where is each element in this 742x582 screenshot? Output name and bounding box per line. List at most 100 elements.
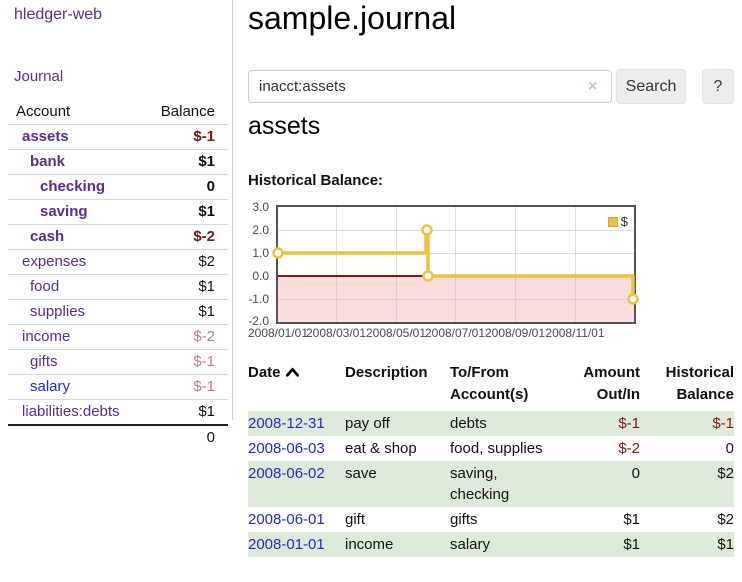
transaction-date-link[interactable]: 2008-12-31 (248, 415, 325, 432)
account-balance: $-1 (145, 349, 228, 375)
transaction-balance: $2 (717, 465, 734, 482)
accounts-table: Account Balance assets $-1 bank $1 check… (8, 100, 228, 450)
account-row: assets $-1 (8, 124, 228, 150)
account-row: checking 0 (8, 174, 228, 200)
account-balance: $1 (145, 399, 228, 426)
account-link-bank[interactable]: bank (30, 153, 66, 170)
register-table: Date Description To/From Account(s) Amou… (248, 360, 734, 557)
balance-line-series (272, 224, 639, 305)
transaction-amount: $1 (623, 511, 640, 528)
account-balance: $2 (145, 249, 228, 275)
transaction-balance: $2 (717, 511, 734, 528)
account-row: salary $-1 (8, 374, 228, 400)
column-header-amount: Amount Out/In (583, 364, 640, 403)
accounts-total-row: 0 (8, 425, 228, 450)
account-link-salary[interactable]: salary (30, 378, 71, 395)
transaction-balance: $-1 (712, 415, 734, 432)
register-row: 2008-12-31 pay off debts $-1 $-1 (248, 411, 734, 436)
account-link-supplies[interactable]: supplies (30, 303, 86, 320)
transaction-date-link[interactable]: 2008-01-01 (248, 536, 325, 553)
transaction-accounts: saving, checking (450, 465, 510, 503)
accounts-header-row: Account Balance (8, 100, 228, 125)
historical-balance-chart: $ (272, 205, 639, 324)
x-tick-label: 2008/05/01 (365, 326, 427, 340)
transaction-date-link[interactable]: 2008-06-02 (248, 465, 325, 482)
account-link-cash[interactable]: cash (30, 228, 65, 245)
account-row: liabilities:debts $1 (8, 399, 228, 426)
transaction-balance: $1 (717, 536, 734, 553)
transaction-balance: 0 (725, 440, 734, 457)
page-title: sample.journal (248, 0, 457, 36)
account-row: gifts $-1 (8, 349, 228, 375)
register-row: 2008-06-01 gift gifts $1 $2 (248, 507, 734, 532)
gridline (278, 299, 634, 300)
x-tick-label: 2008/01/01 (247, 326, 309, 340)
account-link-expenses[interactable]: expenses (22, 253, 87, 270)
transaction-accounts: salary (450, 536, 491, 553)
accounts-header-balance: Balance (160, 103, 215, 120)
account-balance: $1 (145, 199, 228, 225)
chart-legend: $ (607, 214, 628, 229)
transaction-date-link[interactable]: 2008-06-01 (248, 511, 325, 528)
accounts-header-account: Account (16, 103, 71, 120)
account-link-assets[interactable]: assets (22, 128, 69, 145)
y-tick-label: 2.0 (252, 223, 269, 237)
account-row: income $-2 (8, 324, 228, 350)
transaction-amount: $1 (623, 536, 640, 553)
account-balance: $-1 (145, 124, 228, 150)
clear-search-icon[interactable]: × (588, 78, 598, 95)
transaction-description: gift (345, 511, 366, 528)
account-balance: $1 (145, 274, 228, 300)
x-tick-label: 2008/11/01 (545, 326, 605, 340)
account-heading: assets (248, 112, 321, 140)
gridline (336, 207, 337, 322)
account-row: food $1 (8, 274, 228, 300)
account-balance: $-2 (145, 224, 228, 250)
register-row: 2008-06-03 eat & shop food, supplies $-2… (248, 436, 734, 461)
register-row: 2008-01-01 income salary $1 $1 (248, 532, 734, 557)
account-row: saving $1 (8, 199, 228, 225)
account-balance: 0 (145, 174, 228, 200)
data-point (421, 224, 433, 236)
gridline (575, 207, 576, 322)
nav-journal-link[interactable]: Journal (14, 68, 64, 85)
transaction-description: pay off (345, 415, 390, 432)
y-tick-label: -2.0 (248, 314, 269, 328)
transaction-accounts: food, supplies (450, 440, 543, 457)
search-button[interactable]: Search (616, 69, 686, 104)
search-input[interactable] (248, 70, 612, 103)
app-title[interactable]: hledger-web (14, 6, 103, 23)
gridline (278, 230, 634, 231)
data-point (422, 270, 434, 282)
transaction-amount: $-2 (618, 440, 640, 457)
register-row: 2008-06-02 save saving, checking 0 $2 (248, 461, 734, 507)
account-row: bank $1 (8, 149, 228, 175)
transaction-description: save (345, 465, 377, 482)
transaction-accounts: debts (450, 415, 487, 432)
gridline (278, 253, 634, 254)
column-header-date-label: Date (248, 364, 281, 381)
sort-ascending-icon (285, 367, 299, 377)
account-row: supplies $1 (8, 299, 228, 325)
transaction-amount: $-1 (618, 415, 640, 432)
account-link-income[interactable]: income (22, 328, 71, 345)
account-link-liabilities-debts[interactable]: liabilities:debts (22, 403, 120, 420)
gridline (515, 207, 516, 322)
y-tick-label: -1.0 (248, 292, 269, 306)
account-link-checking[interactable]: checking (40, 178, 106, 195)
transaction-date-link[interactable]: 2008-06-03 (248, 440, 325, 457)
account-link-food[interactable]: food (30, 278, 60, 295)
column-header-date[interactable]: Date (248, 360, 345, 411)
x-tick-label: 2008/07/01 (424, 326, 486, 340)
gridline (455, 207, 456, 322)
legend-swatch-icon (607, 216, 618, 227)
account-link-gifts[interactable]: gifts (30, 353, 58, 370)
y-tick-label: 0.0 (252, 269, 269, 283)
data-point (272, 247, 284, 259)
help-button[interactable]: ? (702, 69, 734, 104)
column-header-description: Description (345, 364, 428, 381)
transaction-amount: 0 (631, 465, 640, 482)
data-point (627, 293, 639, 305)
register-header-row: Date Description To/From Account(s) Amou… (248, 360, 734, 411)
account-link-saving[interactable]: saving (40, 203, 88, 220)
